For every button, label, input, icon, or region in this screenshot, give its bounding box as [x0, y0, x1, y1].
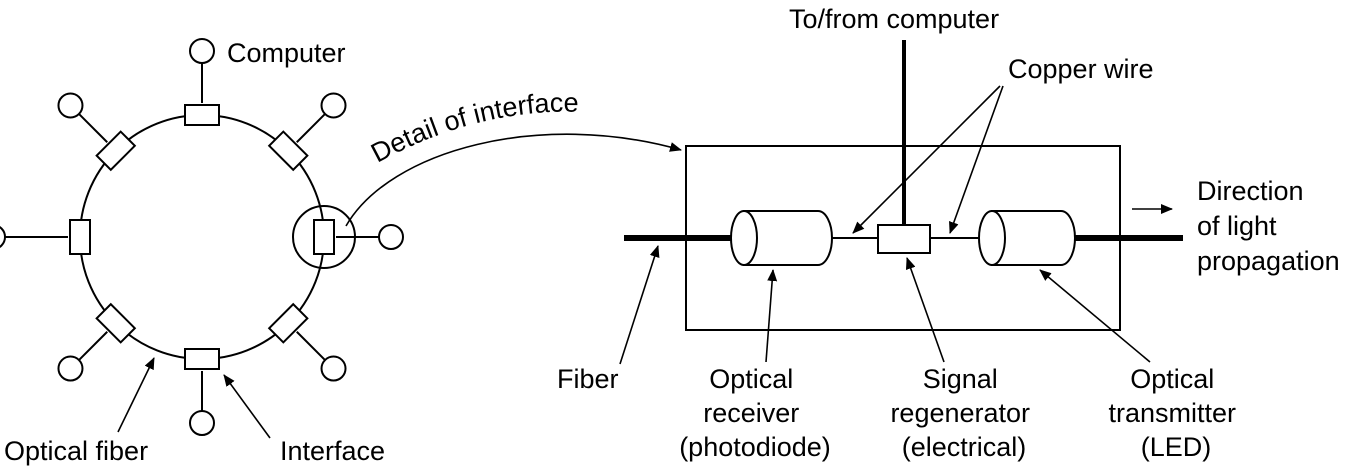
optical-transmitter-arrow [1039, 269, 1151, 363]
computer-label: Computer [227, 38, 346, 68]
copper-wire-arrow-right [949, 85, 1004, 234]
ring-node-top-right [267, 92, 347, 172]
ring-node-top-left [57, 92, 137, 172]
signal-regenerator-box [877, 224, 931, 254]
computer-node [189, 38, 215, 64]
direction-label: Direction of light propagation [1197, 176, 1340, 276]
optical-transmitter [978, 210, 1076, 266]
interface-highlight-circle [292, 205, 356, 269]
optical-receiver-arrow [765, 269, 778, 363]
ring-node-right [313, 219, 404, 255]
to-from-computer-label: To/from computer [789, 4, 999, 34]
interface-detail: To/from computer Copper wire Direction o… [557, 4, 1340, 462]
detail-of-interface-label: Detail of interface [366, 88, 579, 169]
optical-fiber-arrow [117, 357, 155, 433]
ring-node-bottom-left [57, 302, 137, 382]
ring-node-bottom [184, 348, 220, 436]
interface-arrow [223, 374, 271, 439]
fiber-arrow [619, 245, 660, 365]
copper-wire-label: Copper wire [1008, 54, 1154, 84]
ring-node-bottom-right [267, 302, 347, 382]
ring-node-top [184, 38, 220, 126]
ring-node-left [0, 219, 91, 255]
fiber-label: Fiber [557, 364, 619, 394]
signal-regenerator-label: Signal regenerator (electrical) [890, 364, 1037, 462]
ring-network: Computer Optical fiber Interface [0, 38, 404, 466]
detail-connector: Detail of interface [345, 88, 682, 227]
optical-receiver-label: Optical receiver (photodiode) [679, 364, 831, 462]
interface-box [184, 104, 220, 126]
optical-transmitter-label: Optical transmitter (LED) [1108, 364, 1243, 462]
signal-regenerator-arrow [905, 257, 945, 363]
optical-receiver [730, 210, 833, 266]
copper-wire-arrow-left [852, 85, 1001, 234]
optical-fiber-label: Optical fiber [4, 436, 148, 466]
detail-arrow [345, 133, 682, 227]
interface-label: Interface [280, 436, 385, 466]
